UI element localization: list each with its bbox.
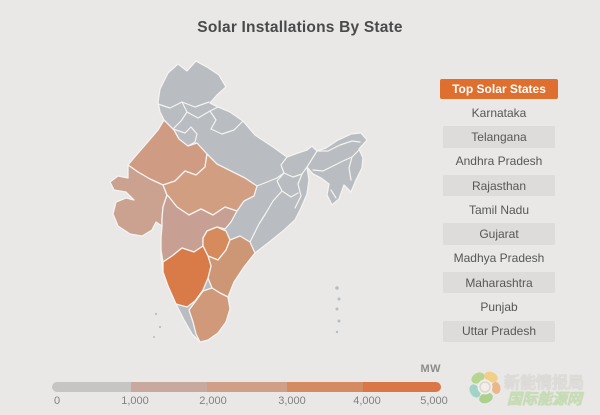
colorbar-segment-1 xyxy=(52,382,131,392)
list-item-tamil-nadu: Tamil Nadu xyxy=(468,202,530,217)
tick-label-0: 0 xyxy=(53,395,61,407)
list-item-andhra-pradesh: Andhra Pradesh xyxy=(455,154,543,169)
top-solar-states-panel: Top Solar States Karnataka Telangana And… xyxy=(440,79,558,342)
list-item-maharashtra: Maharashtra xyxy=(443,272,555,294)
list-item-madhya-pradesh: Madhya Pradesh xyxy=(453,251,545,266)
tick-label-1000: 1,000 xyxy=(121,395,149,407)
state-rank-list: Karnataka Telangana Andhra Pradesh Rajas… xyxy=(440,102,558,342)
colorbar-segment-3 xyxy=(207,382,287,392)
watermark: 新能情报局 国际能源网 xyxy=(464,364,600,414)
tick-label-3000: 3,000 xyxy=(278,395,306,407)
colorbar xyxy=(52,382,441,392)
list-item-gujarat: Gujarat xyxy=(443,223,555,245)
andaman-nicobar-islands xyxy=(335,286,341,334)
tick-label-4000: 4,000 xyxy=(353,395,381,407)
list-item-punjab: Punjab xyxy=(480,300,518,315)
colorbar-segment-2 xyxy=(131,382,207,392)
state-karnataka xyxy=(162,245,212,308)
page-title: Solar Installations By State xyxy=(197,19,403,36)
state-tamil-nadu xyxy=(188,287,231,343)
state-border-lines xyxy=(157,101,361,243)
list-item-uttar-pradesh: Uttar Pradesh xyxy=(443,320,555,342)
tick-label-2000: 2,000 xyxy=(199,395,227,407)
list-item-telangana: Telangana xyxy=(443,126,555,148)
watermark-line2: 国际能源网 xyxy=(507,391,583,408)
india-map xyxy=(109,60,368,343)
watermark-line1: 新能情报局 xyxy=(504,375,585,392)
lakshadweep-islands xyxy=(153,312,162,338)
colorbar-segment-4 xyxy=(287,382,363,392)
mw-unit-label: MW xyxy=(420,363,441,375)
top-solar-states-header: Top Solar States xyxy=(440,79,558,99)
list-item-rajasthan: Rajasthan xyxy=(443,174,555,197)
tick-label-5000: 5,000 xyxy=(420,395,448,407)
colorbar-segment-5 xyxy=(363,382,441,392)
flower-logo-icon xyxy=(469,371,501,404)
list-item-karnataka: Karnataka xyxy=(471,105,527,120)
